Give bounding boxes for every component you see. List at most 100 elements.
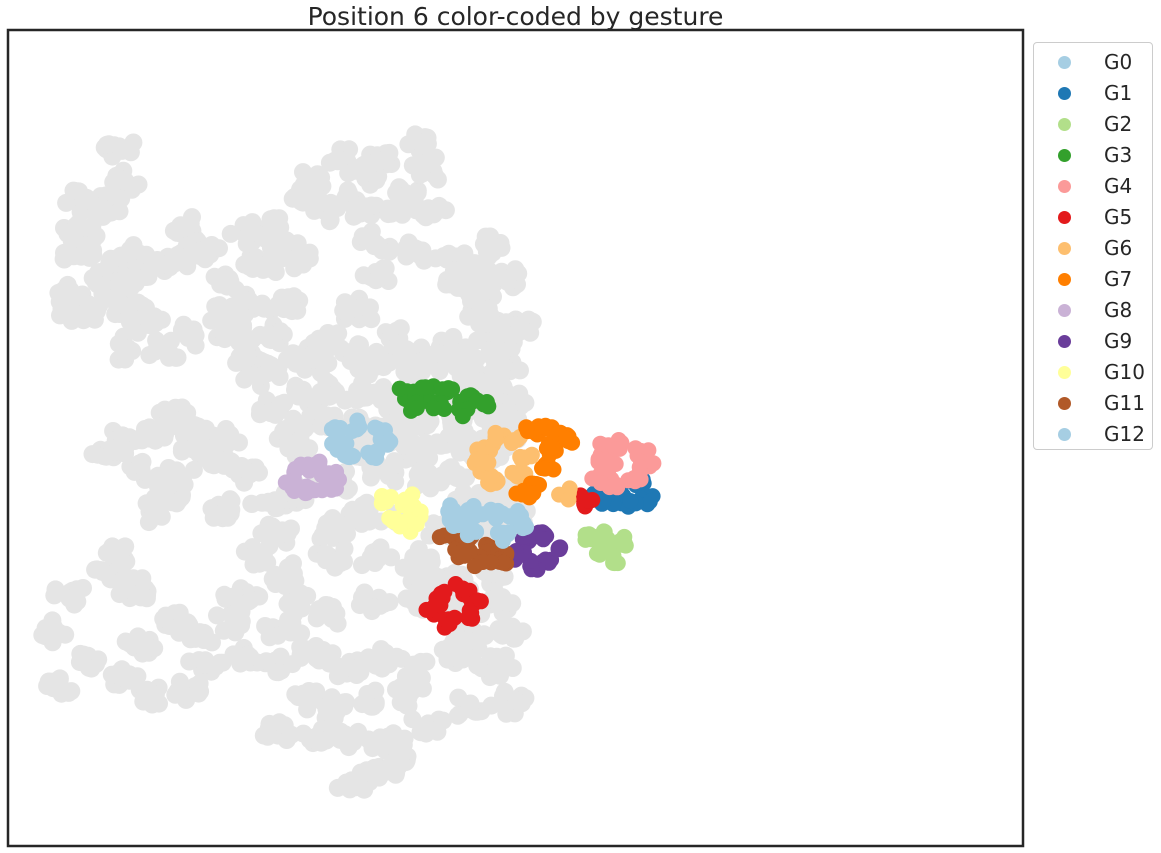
- background-point: [214, 503, 232, 522]
- background-point: [270, 250, 288, 269]
- background-point: [432, 331, 451, 350]
- background-point: [140, 346, 159, 365]
- background-point: [338, 524, 356, 543]
- background-point: [58, 275, 77, 294]
- legend: G0 G1 G2 G3 G4 G5 G6 G7 G8 G9 G10 G11 G12: [1033, 42, 1153, 450]
- background-point: [387, 749, 406, 768]
- background-point: [203, 633, 221, 652]
- legend-entry-g11: G11: [1034, 388, 1152, 419]
- background-point: [495, 682, 514, 701]
- legend-entry-g12: G12: [1034, 419, 1152, 450]
- background-point: [372, 241, 391, 260]
- point-g8: [284, 479, 301, 496]
- background-point: [487, 657, 506, 676]
- background-point: [459, 307, 478, 326]
- background-point: [110, 585, 129, 604]
- legend-marker-g1: [1058, 87, 1071, 100]
- point-g12: [382, 433, 399, 450]
- point-g12: [488, 510, 504, 527]
- background-point: [226, 613, 245, 632]
- background-point: [170, 672, 189, 691]
- point-g12: [516, 517, 532, 534]
- background-point: [328, 778, 347, 797]
- background-point: [321, 703, 340, 722]
- background-point: [353, 297, 372, 316]
- point-g12: [458, 504, 475, 521]
- point-g5: [460, 610, 477, 627]
- legend-label-g6: G6: [1104, 236, 1133, 260]
- point-g3: [425, 400, 442, 417]
- background-point: [262, 362, 280, 381]
- background-point: [480, 272, 499, 291]
- background-point: [267, 402, 285, 421]
- point-g5: [432, 585, 449, 602]
- point-g12: [329, 441, 346, 458]
- background-point: [250, 463, 268, 482]
- legend-label-g3: G3: [1104, 143, 1133, 167]
- background-point: [60, 297, 79, 316]
- background-point: [494, 377, 513, 396]
- background-point: [181, 214, 200, 233]
- legend-label-g5: G5: [1104, 205, 1133, 229]
- background-point: [356, 155, 375, 174]
- background-point: [244, 546, 263, 565]
- background-point: [462, 255, 481, 274]
- background-point: [33, 626, 52, 644]
- point-g2: [581, 526, 598, 543]
- background-point: [320, 654, 339, 673]
- background-point: [284, 344, 303, 363]
- point-g1: [639, 496, 656, 513]
- legend-entry-g3: G3: [1034, 140, 1152, 171]
- legend-marker-g7: [1058, 273, 1071, 286]
- background-point: [131, 455, 150, 474]
- background-point: [304, 351, 323, 370]
- background-point: [282, 519, 300, 538]
- legend-entry-g0: G0: [1034, 47, 1152, 78]
- background-point: [460, 700, 479, 719]
- background-point: [320, 153, 339, 172]
- background-point: [221, 428, 240, 447]
- background-point: [222, 452, 241, 471]
- background-point: [312, 404, 331, 423]
- point-g12: [369, 443, 386, 460]
- background-point: [283, 302, 302, 321]
- point-g2: [612, 533, 629, 550]
- legend-label-g9: G9: [1104, 329, 1133, 353]
- legend-marker-g4: [1058, 180, 1071, 193]
- chart-title: Position 6 color-coded by gesture: [307, 2, 724, 31]
- legend-label-g8: G8: [1104, 298, 1133, 322]
- legend-label-g2: G2: [1104, 112, 1133, 136]
- background-point: [80, 248, 99, 267]
- background-point: [348, 205, 367, 223]
- background-point: [278, 419, 297, 438]
- legend-entry-g2: G2: [1034, 109, 1152, 140]
- background-point: [258, 493, 277, 512]
- legend-marker-g6: [1058, 242, 1071, 255]
- background-point: [87, 560, 106, 579]
- background-point: [305, 201, 324, 220]
- background-point: [362, 310, 381, 329]
- background-point: [322, 688, 341, 707]
- legend-entry-g7: G7: [1034, 264, 1152, 295]
- point-g6: [516, 450, 533, 467]
- background-point: [391, 319, 410, 338]
- background-point: [180, 652, 199, 671]
- background-point: [335, 697, 354, 716]
- background-point: [230, 333, 249, 352]
- point-g4: [607, 456, 624, 472]
- background-point: [479, 247, 498, 266]
- background-point: [355, 780, 374, 799]
- background-point: [403, 710, 422, 729]
- background-point: [178, 403, 197, 422]
- background-point: [369, 549, 388, 568]
- background-point: [476, 227, 495, 246]
- point-g10: [378, 493, 395, 510]
- series-points: [277, 378, 662, 636]
- point-g9: [535, 531, 552, 548]
- background-point: [161, 256, 180, 274]
- point-g3: [408, 400, 425, 416]
- background-point: [52, 684, 71, 703]
- background-point: [241, 591, 260, 609]
- background-point: [301, 642, 320, 661]
